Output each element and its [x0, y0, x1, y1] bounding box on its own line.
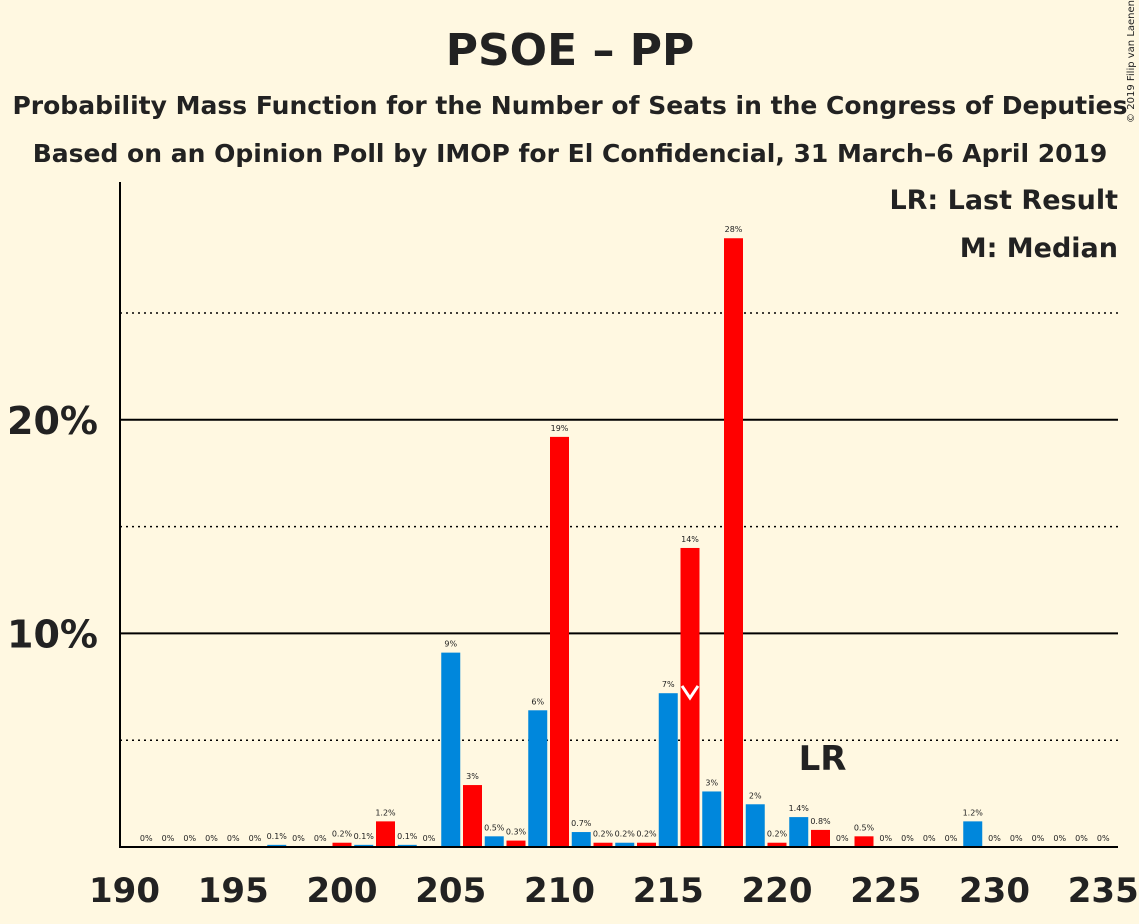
x-tick-label: 225: [850, 871, 921, 911]
y-tick-label: 10%: [7, 612, 98, 656]
bar-label-seat-225: 0%: [879, 834, 892, 843]
bar-label-seat-224: 0.5%: [854, 823, 875, 832]
bar-label-seat-210: 19%: [551, 424, 569, 433]
x-tick-label: 235: [1068, 871, 1139, 911]
bar-label-seat-222: 0.8%: [810, 817, 831, 826]
markers-group: LR: [680, 685, 847, 779]
bar-label-seat-220: 0.2%: [767, 830, 788, 839]
bar-label-seat-219: 2%: [749, 791, 762, 800]
bar-label-seat-191: 0%: [140, 834, 153, 843]
bar-label-seat-202: 1.2%: [375, 808, 396, 817]
bar-label-seat-192: 0%: [162, 834, 175, 843]
bar-seat-214: [637, 842, 656, 847]
bar-seat-221: [789, 817, 809, 847]
bar-label-seat-216: 14%: [681, 535, 699, 544]
bar-seat-203: [397, 844, 417, 847]
bar-label-seat-203: 0.1%: [397, 832, 418, 841]
bar-seat-211: [571, 832, 591, 847]
bar-seat-202: [376, 821, 395, 847]
bar-seat-200: [332, 842, 352, 847]
bar-label-seat-213: 0.2%: [615, 830, 636, 839]
bar-seat-210: [550, 436, 569, 847]
y-tick-label: 20%: [7, 399, 98, 443]
bar-seat-205: [441, 652, 461, 847]
legend-last-result: LR: Last Result: [889, 185, 1118, 216]
bar-label-seat-230: 0%: [988, 834, 1001, 843]
chart-subtitle-2: Based on an Opinion Poll by IMOP for El …: [33, 139, 1108, 168]
bar-seat-229: [963, 821, 983, 847]
bar-label-seat-227: 0%: [923, 834, 936, 843]
bar-label-seat-197: 0.1%: [267, 832, 288, 841]
bar-seat-208: [506, 840, 526, 847]
bar-seat-201: [354, 844, 374, 847]
bar-label-seat-226: 0%: [901, 834, 914, 843]
bar-seat-222: [811, 829, 830, 847]
bar-labels-group: 0% 0% 0% 0% 0% 0% 0.1% 0% 0% 0.2% 0.1%1.2%0.1% 0%9%…: [140, 225, 1110, 843]
bar-label-seat-199: 0%: [314, 834, 327, 843]
bar-label-seat-212: 0.2%: [593, 830, 614, 839]
bar-seat-224: [854, 836, 874, 847]
bar-label-seat-208: 0.3%: [506, 828, 527, 837]
bar-label-seat-233: 0%: [1053, 834, 1066, 843]
chart-subtitle-1: Probability Mass Function for the Number…: [12, 91, 1127, 120]
bar-label-seat-235: 0%: [1097, 834, 1110, 843]
gridlines: 10% 20%: [7, 312, 1118, 741]
last-result-marker: LR: [799, 739, 847, 779]
bar-seat-213: [615, 842, 635, 847]
bar-label-seat-206: 3%: [466, 772, 479, 781]
bar-label-seat-218: 28%: [725, 225, 743, 234]
chart-title: PSOE – PP: [446, 25, 695, 76]
bar-seat-197: [267, 844, 287, 847]
bar-label-seat-205: 9%: [444, 640, 457, 649]
bar-seat-212: [593, 842, 613, 847]
bar-seat-218: [724, 238, 743, 848]
x-tick-label: 220: [742, 871, 813, 911]
copyright-notice: © 2019 Filip van Laenen: [1126, 0, 1137, 123]
bar-seat-217: [702, 791, 722, 847]
x-tick-label: 210: [524, 871, 595, 911]
bar-seat-215: [658, 693, 678, 847]
bar-label-seat-229: 1.2%: [963, 808, 984, 817]
bar-seat-219: [745, 804, 765, 847]
bar-label-seat-193: 0%: [183, 834, 196, 843]
bar-label-seat-200: 0.2%: [332, 830, 353, 839]
bar-label-seat-198: 0%: [292, 834, 305, 843]
bar-label-seat-232: 0%: [1032, 834, 1045, 843]
bar-seat-209: [528, 710, 548, 847]
bar-seat-207: [484, 836, 504, 847]
x-tick-label: 200: [307, 871, 378, 911]
bar-label-seat-215: 7%: [662, 680, 675, 689]
x-tick-label: 205: [415, 871, 486, 911]
x-tick-label: 190: [89, 871, 160, 911]
x-tick-label: 215: [633, 871, 704, 911]
bar-label-seat-204: 0%: [423, 834, 436, 843]
bars-group: [267, 238, 983, 848]
bar-label-seat-231: 0%: [1010, 834, 1023, 843]
bar-label-seat-209: 6%: [531, 697, 544, 706]
bar-label-seat-211: 0.7%: [571, 819, 592, 828]
x-tick-label: 195: [198, 871, 269, 911]
bar-label-seat-207: 0.5%: [484, 823, 505, 832]
bar-label-seat-195: 0%: [227, 834, 240, 843]
bar-label-seat-196: 0%: [249, 834, 262, 843]
bar-label-seat-234: 0%: [1075, 834, 1088, 843]
median-marker: [680, 685, 700, 701]
bar-label-seat-217: 3%: [705, 778, 718, 787]
axes-group: 190 195 200 205 210 215 220 225 230 235: [89, 182, 1139, 911]
bar-label-seat-228: 0%: [945, 834, 958, 843]
legend-median: M: Median: [960, 233, 1118, 264]
bar-label-seat-223: 0%: [836, 834, 849, 843]
bar-label-seat-194: 0%: [205, 834, 218, 843]
bar-label-seat-214: 0.2%: [636, 830, 657, 839]
bar-seat-206: [463, 785, 482, 847]
bar-label-seat-221: 1.4%: [789, 804, 810, 813]
x-tick-label: 230: [959, 871, 1030, 911]
bar-label-seat-201: 0.1%: [354, 832, 375, 841]
bar-seat-220: [767, 842, 787, 847]
